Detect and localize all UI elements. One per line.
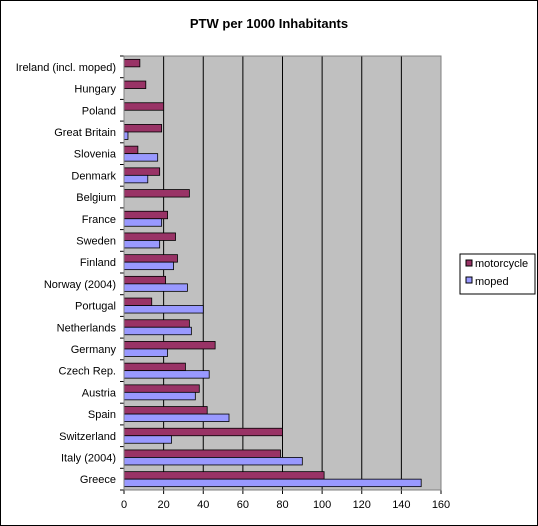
bar-moped: [123, 174, 149, 184]
bar-motorcycle: [123, 427, 283, 437]
x-tick-label: 140: [392, 499, 410, 511]
x-tick-label: 100: [313, 499, 331, 511]
bar-motorcycle: [123, 362, 186, 372]
bar-moped: [123, 218, 163, 227]
chart-title: PTW per 1000 Inhabitants: [190, 16, 348, 31]
bar-moped: [123, 283, 188, 292]
plot-area: 0 20 40 60 80 100 120 140 160 Ireland (incl. mope…: [16, 55, 450, 511]
bar-motorcycle: [123, 145, 139, 155]
y-tick-label: Portugal: [75, 301, 116, 313]
y-tick-label: Slovenia: [74, 149, 117, 161]
bar-motorcycle: [123, 449, 281, 458]
legend-swatch-motorcycle: [465, 259, 473, 267]
y-tick-label: France: [82, 214, 116, 226]
plot-border: [123, 55, 442, 491]
x-tick-label: 120: [353, 499, 371, 511]
x-tick-label: 40: [197, 499, 209, 511]
bar-motorcycle: [123, 210, 168, 220]
bar-moped: [123, 153, 159, 162]
bar-motorcycle: [123, 124, 163, 133]
bar-motorcycle: [123, 406, 208, 415]
bar-moped: [123, 413, 230, 422]
bar-motorcycle: [123, 167, 161, 176]
bar-moped: [123, 478, 422, 488]
y-tick-label: Norway (2004): [44, 279, 116, 291]
x-tick-label: 0: [121, 499, 127, 511]
y-tick-label: Greece: [80, 474, 116, 486]
bar-moped: [123, 240, 161, 249]
bar-motorcycle: [123, 80, 147, 89]
bar-motorcycle: [123, 471, 325, 480]
x-tick-label: 20: [158, 499, 170, 511]
y-tick-label: Austria: [82, 387, 117, 399]
bar-moped: [123, 261, 174, 271]
y-tick-label: Great Britain: [54, 127, 116, 139]
x-tick-label: 160: [432, 499, 450, 511]
y-tick-label: Poland: [82, 105, 116, 117]
bar-motorcycle: [123, 384, 200, 393]
bar-moped: [123, 457, 303, 466]
bar-motorcycle: [123, 319, 190, 328]
x-tick-label: 80: [276, 499, 288, 511]
bar-moped: [123, 370, 210, 379]
bar-moped: [123, 131, 129, 140]
bar-moped: [123, 391, 196, 401]
bar-motorcycle: [123, 189, 190, 198]
bar-motorcycle: [123, 275, 167, 285]
legend-label-motorcycle: motorcycle: [475, 258, 528, 270]
y-tick-label: Ireland (incl. moped): [16, 62, 116, 74]
y-tick-label: Finland: [80, 257, 116, 269]
y-tick-label: Spain: [88, 409, 116, 421]
y-tick-label: Sweden: [76, 235, 116, 247]
bar-motorcycle: [123, 297, 153, 306]
bar-moped: [123, 305, 204, 314]
y-tick-label: Denmark: [71, 170, 116, 182]
bar-moped: [123, 348, 168, 357]
legend-label-moped: moped: [475, 276, 509, 288]
y-tick-label: Netherlands: [57, 322, 117, 334]
bar-moped: [123, 435, 172, 444]
bar-motorcycle: [123, 254, 178, 263]
bar-motorcycle: [123, 232, 176, 241]
bar-motorcycle: [123, 58, 141, 68]
y-tick-label: Switzerland: [59, 431, 116, 443]
y-tick-label: Italy (2004): [61, 452, 116, 464]
bar-moped: [123, 326, 192, 336]
x-tick-label: 60: [237, 499, 249, 511]
bar-motorcycle: [123, 102, 165, 111]
y-tick-label: Czech Rep.: [59, 366, 116, 378]
y-tick-label: Germany: [71, 344, 117, 356]
legend-swatch-moped: [465, 276, 473, 284]
y-tick-label: Belgium: [76, 192, 116, 204]
legend: motorcycle moped: [459, 253, 536, 295]
y-tick-label: Hungary: [74, 84, 116, 96]
bar-motorcycle: [123, 341, 216, 350]
